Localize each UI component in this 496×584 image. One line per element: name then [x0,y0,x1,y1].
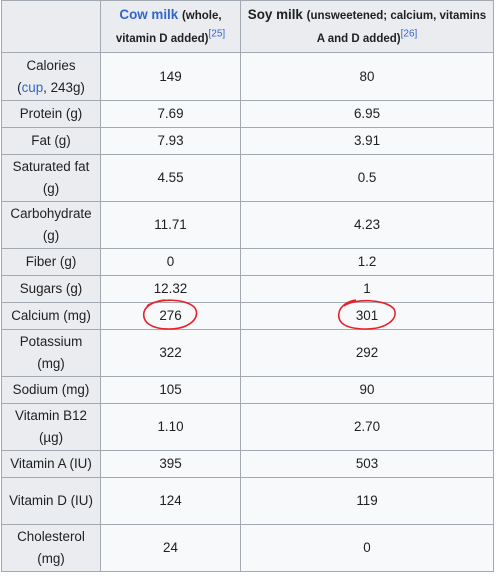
cow-milk-link[interactable]: Cow milk [119,6,179,22]
row-label-fiber: Fiber (g) [1,248,101,276]
cell-soy-fat: 3.91 [240,127,494,155]
table-row: Calories (cup, 243g) 149 80 [1,52,494,101]
cell-soy-saturated-fat: 0.5 [240,154,494,202]
row-label-cholesterol: Cholesterol (mg) [1,524,101,572]
cell-cow-cholesterol: 24 [100,524,241,572]
table-row: Cholesterol (mg) 24 0 [1,524,494,572]
table-row: Vitamin A (IU) 395 503 [1,450,494,478]
cell-cow-calcium: 276 [100,299,241,330]
table-row: Potassium (mg) 322 292 [1,329,494,377]
cow-calcium-value: 276 [159,308,182,323]
table-row: Carbohydrate (g) 11.71 4.23 [1,201,494,249]
cow-milk-subtitle: (whole, vitamin D added) [115,9,222,45]
row-label-vitamin-a: Vitamin A (IU) [1,450,101,478]
nutrition-comparison-table: Cow milk (whole, vitamin D added)[25] So… [1,0,494,572]
table-row: Saturated fat (g) 4.55 0.5 [1,154,494,202]
row-label-potassium: Potassium (mg) [1,329,101,377]
calories-label-unit: , 243g) [43,79,85,95]
cell-soy-calories: 80 [240,52,494,101]
calories-label-open: ( [17,79,22,95]
cell-cow-vitamin-a: 395 [100,450,241,478]
header-corner-cell [1,0,101,53]
cell-cow-vitamin-d: 124 [100,477,241,525]
soy-milk-reference[interactable]: [26] [400,28,418,40]
cell-soy-fiber: 1.2 [240,248,494,276]
cell-soy-cholesterol: 0 [240,524,494,572]
cell-cow-carbohydrate: 11.71 [100,201,241,249]
row-label-carbohydrate: Carbohydrate (g) [1,201,101,249]
soy-milk-subtitle: (unsweetened; calcium, vitamins A and D … [306,9,487,45]
table-row: Vitamin D (IU) 124 119 [1,477,494,525]
calories-label-text: Calories [26,57,76,73]
cell-cow-protein: 7.69 [100,100,241,128]
cell-soy-vitamin-d: 119 [240,477,494,525]
row-label-protein: Protein (g) [1,100,101,128]
row-label-sugars: Sugars (g) [1,275,101,303]
cell-cow-saturated-fat: 4.55 [100,154,241,202]
cell-soy-protein: 6.95 [240,100,494,128]
row-label-calories: Calories (cup, 243g) [1,52,101,101]
row-label-vitamin-b12: Vitamin B12 (µg) [1,403,101,451]
table-row: Sugars (g) 12.32 1 [1,275,494,303]
row-label-fat: Fat (g) [1,127,101,155]
soy-milk-title: Soy milk [247,6,303,22]
row-label-vitamin-d: Vitamin D (IU) [1,477,101,525]
cell-soy-potassium: 292 [240,329,494,377]
cell-soy-sugars: 1 [240,275,494,303]
table-row: Protein (g) 7.69 6.95 [1,100,494,128]
cell-soy-carbohydrate: 4.23 [240,201,494,249]
row-label-saturated-fat: Saturated fat (g) [1,154,101,202]
soy-calcium-circled: 301 [337,299,396,330]
soy-calcium-value: 301 [355,308,379,323]
table-row: Fiber (g) 0 1.2 [1,248,494,276]
cup-link[interactable]: cup [21,79,44,95]
cell-cow-potassium: 322 [100,329,241,377]
row-label-sodium: Sodium (mg) [1,376,101,404]
cell-soy-calcium: 301 [240,299,494,330]
header-soy-milk: Soy milk (unsweetened; calcium, vitamins… [240,0,494,53]
cell-soy-vitamin-a: 503 [240,450,494,478]
cell-cow-calories: 149 [100,52,241,101]
table-row: Sodium (mg) 105 90 [1,376,494,404]
table-row: Calcium (mg) 276 301 [1,299,494,330]
cell-cow-fiber: 0 [100,248,241,276]
table-header-row: Cow milk (whole, vitamin D added)[25] So… [1,0,494,53]
cell-cow-fat: 7.93 [100,127,241,155]
cell-cow-sodium: 105 [100,376,241,404]
cow-calcium-circled: 276 [143,299,198,330]
cow-milk-reference[interactable]: [25] [208,28,226,40]
table-row: Fat (g) 7.93 3.91 [1,127,494,155]
header-cow-milk: Cow milk (whole, vitamin D added)[25] [100,0,241,53]
row-label-calcium: Calcium (mg) [1,302,101,330]
cell-cow-vitamin-b12: 1.10 [100,403,241,451]
cell-soy-vitamin-b12: 2.70 [240,403,494,451]
cell-soy-sodium: 90 [240,376,494,404]
table-row: Vitamin B12 (µg) 1.10 2.70 [1,403,494,451]
cell-cow-sugars: 12.32 [100,275,241,303]
